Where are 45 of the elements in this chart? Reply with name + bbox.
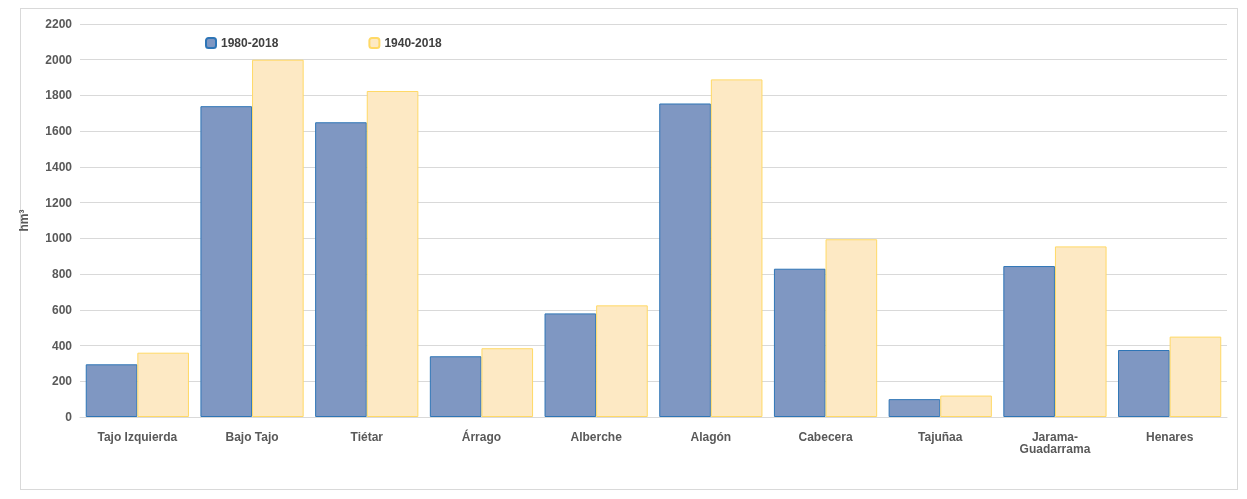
x-tick-label: Árrago bbox=[461, 429, 502, 444]
bar bbox=[366, 90, 419, 417]
bar bbox=[137, 352, 189, 417]
bar bbox=[710, 79, 763, 417]
y-tick-label: 200 bbox=[51, 374, 73, 389]
bar bbox=[596, 305, 648, 417]
y-tick-label: 1000 bbox=[45, 231, 73, 246]
x-tick-label: Tajuñaa bbox=[918, 430, 963, 444]
bar bbox=[1118, 350, 1170, 417]
bar bbox=[481, 348, 534, 417]
bar bbox=[888, 399, 941, 417]
y-tick-label: 0 bbox=[65, 410, 73, 424]
bar bbox=[1054, 246, 1107, 417]
bar bbox=[659, 103, 711, 417]
bar bbox=[544, 313, 597, 417]
bar bbox=[252, 59, 304, 417]
bar bbox=[85, 364, 138, 417]
bar bbox=[429, 356, 482, 417]
x-tick-label: Jarama-Guadarrama bbox=[1019, 430, 1091, 456]
legend-label: 1940-2018 bbox=[384, 36, 443, 50]
y-tick-label: 1200 bbox=[45, 195, 73, 210]
x-tick-label: Henares bbox=[1145, 430, 1194, 444]
x-tick-label: Alagón bbox=[690, 430, 732, 444]
bar bbox=[773, 268, 826, 417]
bar bbox=[825, 239, 878, 417]
y-tick-label: 1600 bbox=[45, 124, 73, 139]
x-tick-label: Cabecera bbox=[798, 430, 853, 444]
y-tick-label: 1800 bbox=[45, 88, 73, 103]
bar bbox=[1169, 336, 1222, 417]
x-tick-label: Bajo Tajo bbox=[225, 430, 279, 444]
y-tick-label: 600 bbox=[51, 302, 73, 317]
bar bbox=[200, 106, 253, 417]
x-tick-label: Alberche bbox=[570, 430, 623, 444]
y-tick-label: 2200 bbox=[45, 17, 73, 31]
y-tick-label: 2000 bbox=[45, 52, 73, 67]
y-axis-title: hm³ bbox=[17, 209, 31, 232]
bar bbox=[940, 395, 992, 417]
bar bbox=[315, 122, 367, 417]
x-tick-label: Tiétar bbox=[350, 430, 384, 444]
bar bbox=[1003, 266, 1055, 417]
legend-label: 1980-2018 bbox=[221, 36, 279, 50]
y-tick-label: 1400 bbox=[45, 159, 73, 174]
y-tick-label: 400 bbox=[51, 338, 73, 353]
x-tick-label: Tajo Izquierda bbox=[97, 430, 178, 444]
y-tick-label: 800 bbox=[51, 267, 73, 282]
